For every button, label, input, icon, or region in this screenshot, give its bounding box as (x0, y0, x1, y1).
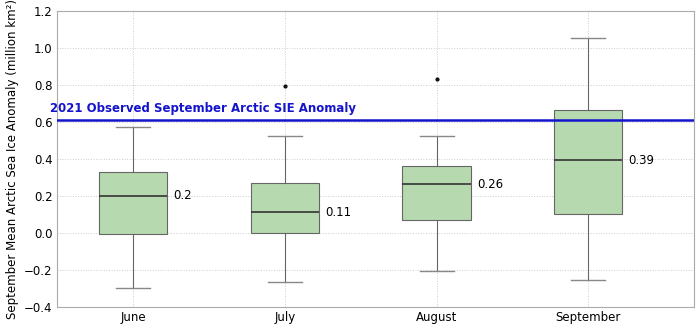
PathPatch shape (99, 172, 167, 234)
Text: 0.26: 0.26 (477, 178, 503, 191)
Text: 0.2: 0.2 (174, 189, 192, 202)
Y-axis label: September Mean Arctic Sea Ice Anomaly (million km²): September Mean Arctic Sea Ice Anomaly (m… (6, 0, 19, 318)
PathPatch shape (251, 182, 319, 233)
Text: 0.39: 0.39 (629, 154, 654, 167)
Text: 0.11: 0.11 (326, 206, 351, 219)
Text: 2021 Observed September Arctic SIE Anomaly: 2021 Observed September Arctic SIE Anoma… (50, 102, 356, 115)
PathPatch shape (402, 166, 470, 220)
PathPatch shape (554, 111, 622, 214)
